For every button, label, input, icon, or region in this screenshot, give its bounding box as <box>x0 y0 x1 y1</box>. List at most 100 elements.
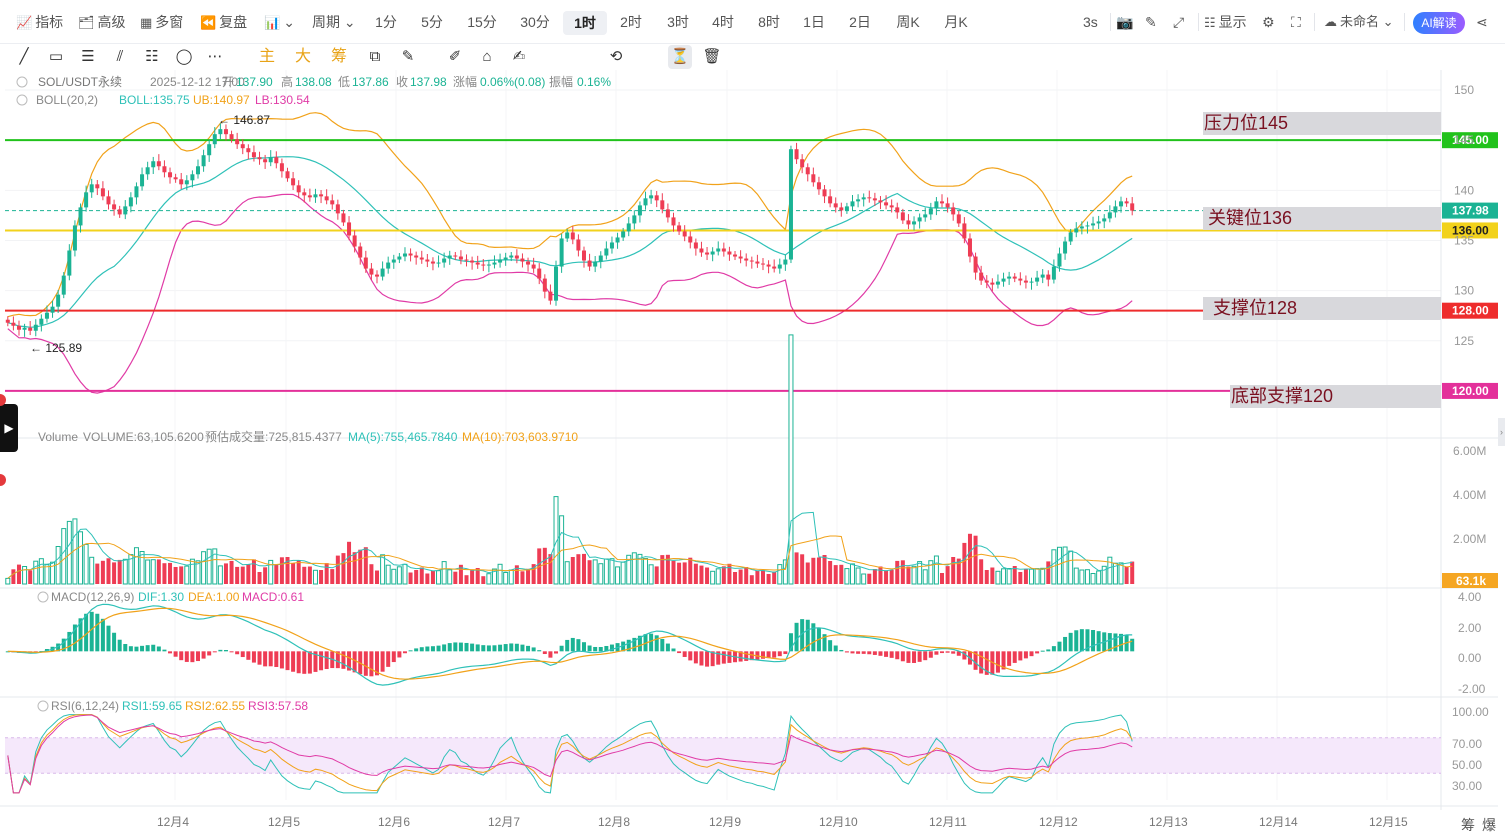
candle-body <box>84 192 89 208</box>
toolbar-multiwin-button[interactable]: ▦ 多窗 <box>140 0 183 44</box>
draw-tool2-copy-icon[interactable]: ⧉ <box>369 48 381 65</box>
collapse-boll-icon[interactable] <box>16 94 28 106</box>
toolbar-indicators-button[interactable]: 📈 指标 <box>16 0 63 44</box>
draw-tool2-note-icon[interactable]: ✍ <box>512 48 526 65</box>
candle-body <box>1018 278 1023 281</box>
macd-bar <box>772 651 777 658</box>
macd-dif-line <box>7 603 1133 686</box>
macd-bar <box>945 651 950 653</box>
level-label-bottom: 底部支撑120 <box>1231 386 1333 406</box>
draw-tool-6-icon[interactable]: ⋯ <box>207 48 223 65</box>
macd-bar <box>140 645 145 652</box>
period-tab-0[interactable]: 1分 <box>375 14 397 30</box>
candle-body <box>235 139 240 145</box>
collapse-main-icon[interactable] <box>16 76 28 88</box>
candle-body <box>223 129 228 135</box>
macd-bar <box>699 651 704 666</box>
draw-toggle-icon[interactable]: ✎ <box>1145 14 1157 30</box>
volume-bar <box>917 561 923 585</box>
draw-tool2-timer-icon[interactable]: ⏳ <box>668 45 692 69</box>
macd-bar <box>531 647 536 652</box>
volume-ma5-value: MA(5):755,465.7840 <box>348 430 458 444</box>
rsi3-line <box>7 714 1133 794</box>
collapse-macd-icon[interactable] <box>37 591 49 603</box>
period-tab-11[interactable]: 周K <box>896 14 920 30</box>
draw-tool2-undo-icon[interactable]: ⟲ <box>609 48 623 65</box>
macd-bar <box>190 651 195 663</box>
chip-tool-0-button[interactable]: 主 <box>258 48 275 65</box>
macd-bar <box>1091 630 1096 652</box>
candle-body <box>1046 274 1051 280</box>
candle-body <box>134 186 139 198</box>
period-tab-5[interactable]: 2时 <box>620 14 642 30</box>
macd-dif-value: DIF:1.30 <box>138 590 184 604</box>
draw-tool-4-icon[interactable]: ☷ <box>145 48 159 65</box>
draw-tool-5-icon[interactable]: ◯ <box>175 48 193 65</box>
period-tab-8[interactable]: 8时 <box>758 14 780 30</box>
period-tab-6[interactable]: 3时 <box>667 14 689 30</box>
period-tab-9[interactable]: 1日 <box>803 14 825 30</box>
period-tab-3[interactable]: 30分 <box>520 14 550 30</box>
draw-tool-0-icon[interactable]: ╱ <box>19 48 29 65</box>
liquidation-toggle-button[interactable]: 爆 <box>1482 817 1496 833</box>
macd-bar <box>1130 638 1135 652</box>
candle-body <box>912 221 917 225</box>
account-menu-button[interactable]: ☁ 未命名 ⌄ <box>1324 0 1394 44</box>
display-settings-button[interactable]: ☷ 显示 <box>1204 0 1247 44</box>
macd-bar <box>430 646 435 652</box>
draw-tool2-lock-icon[interactable]: ⌂ <box>482 48 492 65</box>
chip-tool-1-button[interactable]: 大 <box>294 48 311 65</box>
draw-tool-2-icon[interactable]: ☰ <box>81 48 95 65</box>
toolbar-advanced-button[interactable]: 🗂 高级 <box>78 0 126 44</box>
period-tab-10[interactable]: 2日 <box>849 14 871 30</box>
period-tab-1[interactable]: 5分 <box>421 14 443 30</box>
collapse-rsi-icon[interactable] <box>37 700 49 712</box>
draw-tool2-ruler-icon[interactable]: ✎ <box>401 48 415 65</box>
period-tab-7[interactable]: 4时 <box>712 14 734 30</box>
volume-bar <box>1079 569 1085 585</box>
macd-bar <box>520 644 525 652</box>
chip-tool-2-button[interactable]: 筹 <box>330 48 347 65</box>
candle-body <box>665 209 670 218</box>
macd-bar <box>1046 649 1051 652</box>
period-tab-4[interactable]: 1时 <box>563 11 607 35</box>
ai-analysis-button[interactable]: AI解读 <box>1413 12 1465 34</box>
period-tab-2[interactable]: 15分 <box>467 14 497 30</box>
fit-icon[interactable]: ⤢ <box>1173 14 1185 30</box>
candle-body <box>811 174 816 183</box>
settings-icon[interactable]: ⚙ <box>1262 14 1275 30</box>
collapse-sidebar-tab[interactable]: ▶ <box>0 404 18 452</box>
volume-bar <box>1124 567 1129 584</box>
toolbar-replay-button[interactable]: ⏪ 复盘 <box>200 0 247 44</box>
volume-bar <box>83 543 89 585</box>
refresh-interval-button[interactable]: 3s <box>1083 14 1098 30</box>
macd-bar <box>324 651 329 670</box>
macd-tick-label: 0.00 <box>1458 651 1482 665</box>
draw-tool-1-icon[interactable]: ▭ <box>48 48 64 65</box>
chip-toggle-button[interactable]: 筹 <box>1461 817 1475 833</box>
share-icon[interactable]: ⋖ <box>1476 14 1488 30</box>
draw-tool2-trash-icon[interactable]: 🗑 <box>702 48 722 65</box>
draw-tool2-pen-icon[interactable]: ✐ <box>448 48 462 65</box>
macd-bar <box>95 613 100 652</box>
toolbar-period-button[interactable]: 周期 ⌄ <box>312 0 356 44</box>
volume-bar <box>408 572 413 584</box>
candle-body <box>61 275 66 295</box>
fullscreen-icon[interactable]: ⛶ <box>1291 14 1301 30</box>
screenshot-icon[interactable]: 📷 <box>1116 14 1134 30</box>
candle-body <box>671 217 676 226</box>
kline-chart[interactable]: ← 146.87 ← 125.89 压力位145 145.00 关键位136 136.00… <box>0 70 1505 834</box>
candle-body <box>716 248 721 252</box>
volume-bar <box>721 566 726 584</box>
period-tab-12[interactable]: 月K <box>944 14 968 30</box>
macd-bar <box>604 645 609 652</box>
volume-bar <box>396 566 402 585</box>
expand-right-panel-tab[interactable]: › <box>1498 418 1505 446</box>
volume-bar <box>11 569 16 584</box>
toolbar-charttype-button[interactable]: 📊 ⌄ <box>264 0 295 44</box>
volume-bar <box>1101 565 1107 585</box>
macd-bar <box>492 645 497 652</box>
macd-bar <box>117 639 122 652</box>
draw-tool-3-icon[interactable]: ⫽ <box>116 48 124 65</box>
macd-bar <box>626 639 631 652</box>
